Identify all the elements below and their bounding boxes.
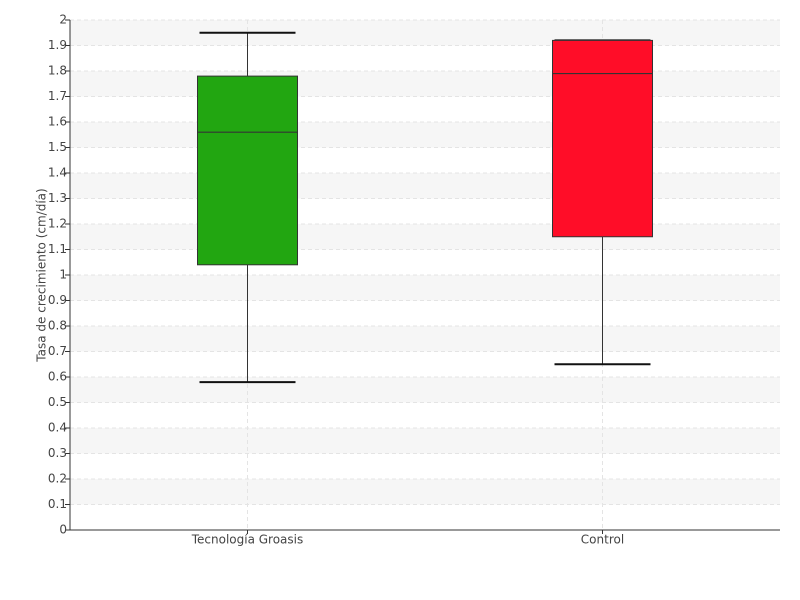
- y-tick-label: 0.2: [48, 472, 67, 486]
- y-tick-label: 0.6: [48, 370, 67, 384]
- x-tick-label: Tecnología Groasis: [191, 533, 304, 547]
- box: [197, 75, 298, 266]
- y-tick-label: 0.1: [48, 497, 67, 511]
- y-tick-label: 1.8: [48, 64, 67, 78]
- grid-band: [70, 275, 780, 301]
- y-tick-label: 2: [59, 13, 67, 27]
- grid-band: [70, 479, 780, 505]
- y-tick-label: 1.9: [48, 38, 67, 52]
- grid-band: [70, 428, 780, 454]
- y-tick-label: 0: [59, 523, 67, 537]
- grid-band: [70, 20, 780, 46]
- grid-band: [70, 71, 780, 97]
- y-tick-label: 0.3: [48, 446, 67, 460]
- grid-band: [70, 122, 780, 148]
- y-tick-label: 1.1: [48, 242, 67, 256]
- y-tick-label: 0.5: [48, 395, 67, 409]
- grid-band: [70, 377, 780, 403]
- y-tick-label: 0.7: [48, 344, 67, 358]
- y-tick-label: 1.4: [48, 166, 67, 180]
- grid-band: [70, 224, 780, 250]
- y-tick-label: 1: [59, 268, 67, 282]
- y-tick-label: 1.6: [48, 115, 67, 129]
- y-tick-label: 0.4: [48, 421, 67, 435]
- y-axis-label: Tasa de crecimiento (cm/día): [35, 188, 49, 362]
- y-tick-label: 1.2: [48, 217, 67, 231]
- box: [552, 39, 653, 238]
- x-tick-label: Control: [581, 533, 624, 547]
- grid-band: [70, 173, 780, 199]
- y-tick-label: 1.5: [48, 140, 67, 154]
- y-tick-label: 1.3: [48, 191, 67, 205]
- y-tick-label: 1.7: [48, 89, 67, 103]
- y-tick-label: 0.8: [48, 319, 67, 333]
- y-tick-label: 0.9: [48, 293, 67, 307]
- grid-band: [70, 326, 780, 352]
